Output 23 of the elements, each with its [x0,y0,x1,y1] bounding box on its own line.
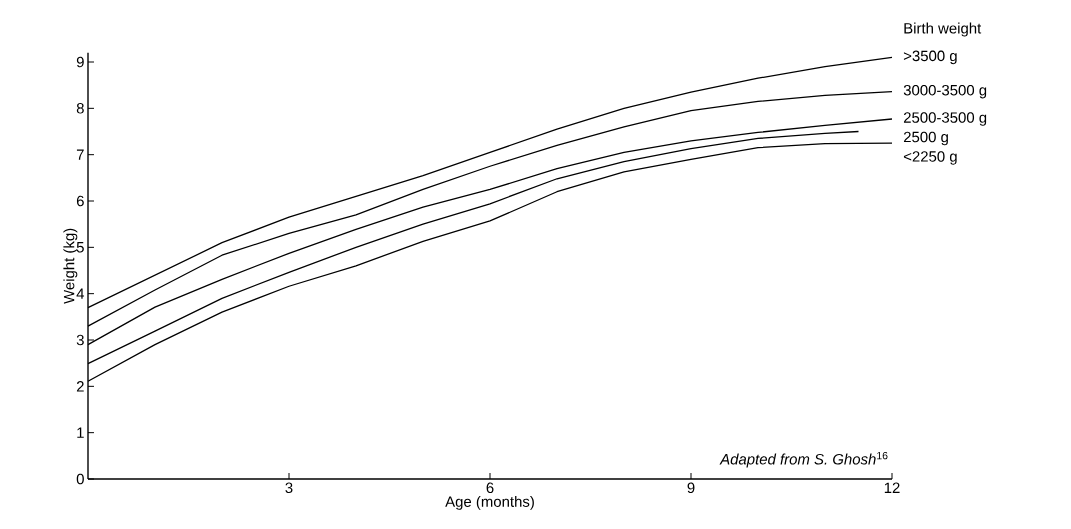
y-tick-label: 7 [76,149,84,160]
y-tick-label: 5 [76,242,84,253]
y-axis-title: Weight (kg) [63,228,78,304]
y-tick-label: 2 [76,381,84,392]
series-label: 3000-3500 g [903,84,987,99]
series-label: 2500-3500 g [903,112,987,126]
y-tick-label: 3 [76,334,84,346]
series-label: <2250 g [903,151,957,165]
x-tick-label: 9 [687,482,695,494]
series-label: >3500 g [903,50,957,65]
x-tick-label: 6 [486,482,494,494]
y-tick-label: 6 [76,195,84,207]
y-tick-label: 9 [76,56,84,68]
annotation: Adapted from S. Ghosh$^{16}$ [719,451,888,468]
legend-title: Birth weight [904,22,982,37]
x-tick-label: 3 [285,482,293,494]
x-tick-label: 12 [884,482,900,493]
x-axis-title: Age (months) [445,495,534,510]
y-tick-label: 4 [76,288,85,299]
text: 2500 g [903,131,948,146]
y-tick-label: 1 [77,427,84,438]
y-tick-label: 0 [76,473,84,485]
y-tick-label: 8 [76,103,84,114]
